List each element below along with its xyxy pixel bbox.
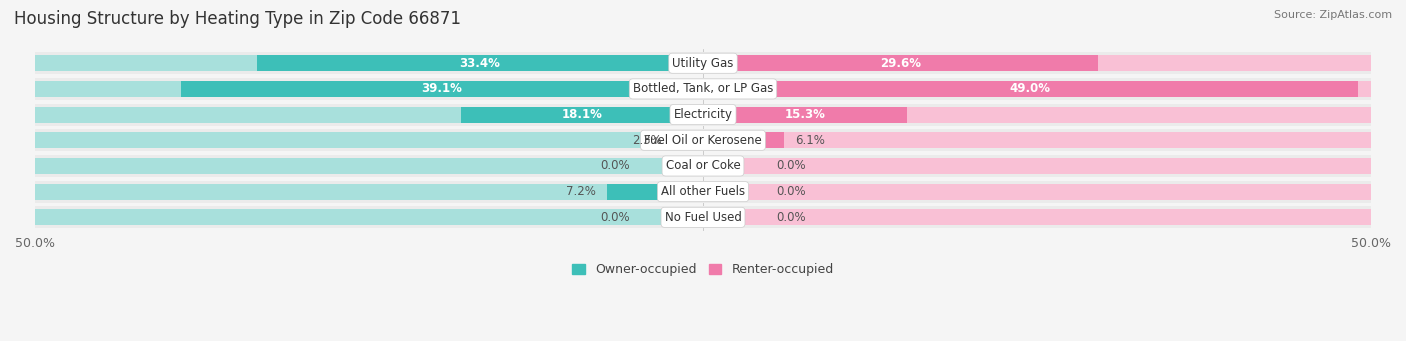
Text: 7.2%: 7.2% xyxy=(567,185,596,198)
Bar xyxy=(35,132,703,148)
Text: No Fuel Used: No Fuel Used xyxy=(665,211,741,224)
Bar xyxy=(703,81,1358,97)
Legend: Owner-occupied, Renter-occupied: Owner-occupied, Renter-occupied xyxy=(572,263,834,276)
Bar xyxy=(257,55,703,71)
Bar xyxy=(703,81,1371,97)
Bar xyxy=(461,107,703,122)
Text: 0.0%: 0.0% xyxy=(776,185,806,198)
Bar xyxy=(35,78,1371,100)
Bar xyxy=(703,107,1371,122)
Text: 2.3%: 2.3% xyxy=(631,134,662,147)
Text: 6.1%: 6.1% xyxy=(796,134,825,147)
Bar xyxy=(35,129,1371,151)
Bar xyxy=(35,52,1371,74)
Text: 29.6%: 29.6% xyxy=(880,57,921,70)
Bar xyxy=(35,55,703,71)
Text: 18.1%: 18.1% xyxy=(561,108,603,121)
Bar xyxy=(703,132,785,148)
Text: 49.0%: 49.0% xyxy=(1010,83,1050,95)
Bar xyxy=(35,184,703,199)
Bar xyxy=(35,206,1371,228)
Text: 0.0%: 0.0% xyxy=(776,211,806,224)
Bar xyxy=(35,181,1371,203)
Text: Bottled, Tank, or LP Gas: Bottled, Tank, or LP Gas xyxy=(633,83,773,95)
Bar xyxy=(672,132,703,148)
Text: All other Fuels: All other Fuels xyxy=(661,185,745,198)
Text: Housing Structure by Heating Type in Zip Code 66871: Housing Structure by Heating Type in Zip… xyxy=(14,10,461,28)
Bar xyxy=(703,158,1371,174)
Text: Coal or Coke: Coal or Coke xyxy=(665,160,741,173)
Bar xyxy=(703,209,1371,225)
Bar xyxy=(35,158,703,174)
Text: Utility Gas: Utility Gas xyxy=(672,57,734,70)
Bar xyxy=(607,184,703,199)
Text: 0.0%: 0.0% xyxy=(600,211,630,224)
Text: 33.4%: 33.4% xyxy=(460,57,501,70)
Bar xyxy=(180,81,703,97)
Text: Electricity: Electricity xyxy=(673,108,733,121)
Text: Fuel Oil or Kerosene: Fuel Oil or Kerosene xyxy=(644,134,762,147)
Bar xyxy=(35,209,703,225)
Bar xyxy=(35,155,1371,177)
Bar xyxy=(703,55,1098,71)
Text: 15.3%: 15.3% xyxy=(785,108,825,121)
Bar xyxy=(35,107,703,122)
Bar xyxy=(35,81,703,97)
Text: Source: ZipAtlas.com: Source: ZipAtlas.com xyxy=(1274,10,1392,20)
Text: 0.0%: 0.0% xyxy=(776,160,806,173)
Bar xyxy=(703,55,1371,71)
Bar xyxy=(703,107,907,122)
Bar xyxy=(35,104,1371,125)
Text: 39.1%: 39.1% xyxy=(422,83,463,95)
Text: 0.0%: 0.0% xyxy=(600,160,630,173)
Bar xyxy=(703,132,1371,148)
Bar xyxy=(703,184,1371,199)
